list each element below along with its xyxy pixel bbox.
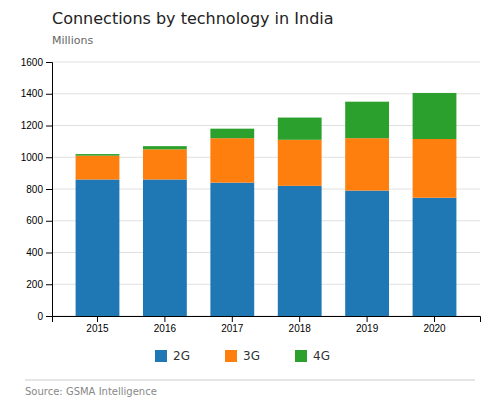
y-axis-label: Millions: [52, 34, 93, 47]
tick-label: 0: [37, 311, 43, 322]
tick: 1200: [21, 120, 52, 131]
tick-label: 2019: [356, 323, 379, 334]
bar: [345, 191, 389, 316]
tick-mark: [299, 316, 300, 322]
bar: [143, 149, 187, 179]
bar: [143, 146, 187, 149]
tick: 400: [26, 247, 52, 258]
source: Source: GSMA Intelligence: [25, 386, 157, 397]
bar: [76, 156, 120, 180]
tick-mark: [46, 62, 52, 63]
bar: [278, 140, 322, 186]
bars: [76, 93, 457, 316]
tick: 800: [26, 184, 52, 195]
tick-mark: [46, 284, 52, 285]
bar: [76, 154, 120, 156]
tick-label: 2015: [86, 323, 109, 334]
tick-mark: [164, 316, 165, 322]
legend-item: 2G: [155, 349, 190, 363]
bar: [413, 198, 457, 316]
tick: 1000: [21, 152, 52, 163]
tick-label: 2018: [289, 323, 312, 334]
tick-mark: [46, 94, 52, 95]
tick: 2018: [289, 316, 312, 334]
series: [76, 138, 457, 198]
tick: 1600: [21, 57, 52, 68]
x-axis: 2015 2016 2017 2018 2019 2020: [53, 316, 481, 334]
tick-mark: [367, 316, 368, 322]
series: [76, 93, 457, 156]
legend-label: 4G: [313, 349, 330, 363]
legend: 2G 3G 4G: [155, 349, 330, 363]
tick-mark: [97, 316, 98, 322]
bar: [345, 102, 389, 139]
tick-label: 1200: [21, 120, 44, 131]
tick-label: 2020: [423, 323, 446, 334]
tick-label: 800: [26, 184, 43, 195]
bar: [143, 179, 187, 316]
tick: 2020: [423, 316, 446, 334]
bar: [76, 179, 120, 316]
tick: 1400: [21, 88, 52, 99]
tick: 0: [37, 311, 52, 322]
tick-mark: [434, 316, 435, 322]
tick: 2019: [356, 316, 379, 334]
tick-mark: [46, 157, 52, 158]
tick-mark: [46, 316, 52, 317]
y-axis: 0 200 400 600 800 1000 1200 1400 1600: [21, 57, 53, 322]
legend-label: 3G: [243, 349, 260, 363]
tick-mark: [46, 253, 52, 254]
legend-swatch: [155, 350, 167, 362]
tick-label: 2017: [221, 323, 244, 334]
tick: 2015: [86, 316, 109, 334]
tick: 200: [26, 279, 52, 290]
bar: [210, 183, 254, 316]
series: [76, 179, 457, 316]
grid-line: [52, 62, 480, 63]
bar: [413, 93, 457, 139]
grid: [52, 62, 480, 316]
tick-label: 1400: [21, 88, 44, 99]
tick-label: 2016: [154, 323, 177, 334]
legend-swatch: [295, 350, 307, 362]
legend-swatch: [225, 350, 237, 362]
legend-item: 4G: [295, 349, 330, 363]
tick-label: 600: [26, 215, 43, 226]
tick-label: 1000: [21, 152, 44, 163]
legend-label: 2G: [173, 349, 190, 363]
tick-label: 400: [26, 247, 43, 258]
tick-mark: [46, 126, 52, 127]
separator: [25, 380, 475, 381]
tick-mark: [232, 316, 233, 322]
bar: [278, 118, 322, 140]
bar: [345, 138, 389, 190]
chart: Connections by technology in India Millio…: [0, 0, 500, 404]
tick: 2016: [154, 316, 177, 334]
tick: 600: [26, 215, 52, 226]
axis-line: [46, 63, 53, 317]
plot: 0200400600800100012001400160020152016201…: [21, 57, 481, 334]
tick-label: 200: [26, 279, 43, 290]
tick-mark: [46, 221, 52, 222]
tick: 2017: [221, 316, 244, 334]
tick-label: 1600: [21, 57, 44, 68]
title: Connections by technology in India: [52, 9, 334, 28]
tick-mark: [46, 189, 52, 190]
bar: [413, 139, 457, 198]
bar: [210, 138, 254, 182]
axis-line: [53, 317, 481, 323]
legend-item: 3G: [225, 349, 260, 363]
bar: [278, 186, 322, 316]
bar: [210, 129, 254, 139]
